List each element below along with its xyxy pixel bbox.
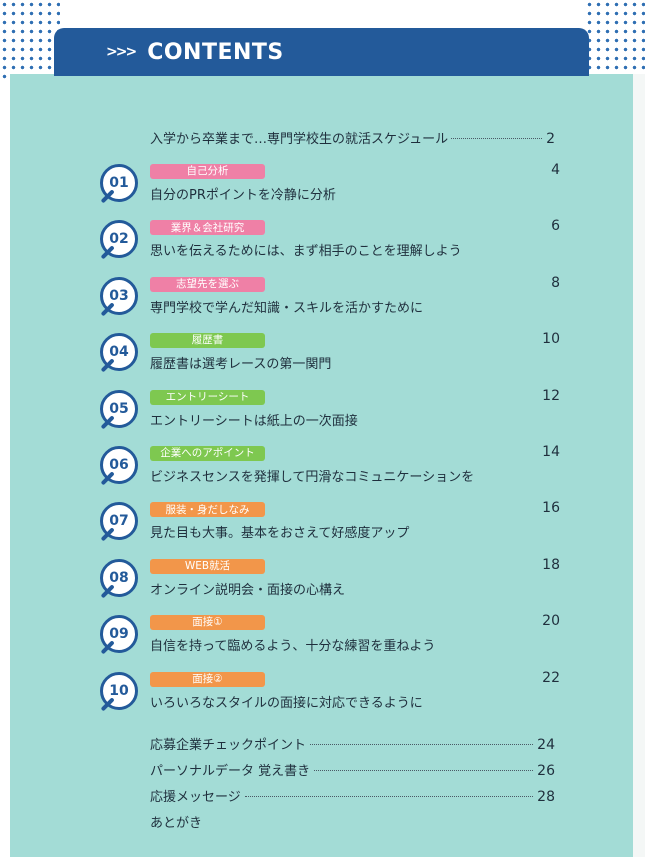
magnifier-icon: 07 <box>100 502 138 541</box>
dot-leader <box>244 796 534 797</box>
chapter-subtitle: 履歴書は選考レースの第一関門 <box>150 357 332 373</box>
chapter-subtitle: 思いを伝えるためには、まず相手のことを理解しよう <box>150 244 462 260</box>
chapter-number: 08 <box>109 569 129 586</box>
chapter-number: 02 <box>109 231 129 248</box>
appendix-entry[interactable]: あとがき <box>150 812 555 831</box>
appendix-label: 応援メッセージ <box>150 790 241 805</box>
arrows-icon: >>> <box>106 44 137 60</box>
magnifier-icon: 04 <box>100 333 138 372</box>
chapter-subtitle: ビジネスセンスを発揮して円滑なコミュニケーションを <box>150 470 475 485</box>
dot-pattern-right <box>585 0 645 80</box>
chapter-subtitle: 見た目も大事。基本をおさえて好感度アップ <box>150 526 410 542</box>
toc-intro-entry[interactable]: 入学から卒業まで…専門学校生の就活スケジュール 2 <box>150 128 555 147</box>
chapter-page: 20 <box>542 613 560 630</box>
chapter-page: 6 <box>551 218 560 235</box>
chapter-tag: 服装・身だしなみ <box>150 502 265 518</box>
chapter-subtitle: エントリーシートは紙上の一次面接 <box>150 413 358 429</box>
appendix-entry[interactable]: パーソナルデータ 覚え書き 26 <box>150 760 555 779</box>
chapter-number: 10 <box>109 682 129 699</box>
appendix-label: パーソナルデータ 覚え書き <box>150 764 311 779</box>
chapter-entry-06[interactable]: 06 企業へのアポイント 14 ビジネスセンスを発揮して円滑なコミュニケーションを <box>100 444 560 502</box>
magnifier-icon: 10 <box>100 671 138 710</box>
chapter-number: 03 <box>109 287 129 304</box>
dot-leader <box>310 744 534 745</box>
chapter-entry-07[interactable]: 07 服装・身だしなみ 16 見た目も大事。基本をおさえて好感度アップ <box>100 500 560 558</box>
chapter-entry-01[interactable]: 01 自己分析 4 自分のPRポイントを冷静に分析 <box>100 162 560 220</box>
chapter-page: 14 <box>542 444 560 460</box>
chapter-number: 04 <box>109 344 129 361</box>
dot-leader <box>451 138 543 139</box>
chapter-number: 05 <box>109 400 129 417</box>
chapter-entry-09[interactable]: 09 面接① 20 自信を持って臨めるよう、十分な練習を重ねよう <box>100 613 560 671</box>
chapter-entry-02[interactable]: 02 業界＆会社研究 6 思いを伝えるためには、まず相手のことを理解しよう <box>100 218 560 276</box>
chapter-page: 4 <box>551 162 560 178</box>
chapter-tag: 志望先を選ぶ <box>150 276 265 292</box>
chapter-number: 01 <box>109 175 129 191</box>
magnifier-icon: 03 <box>100 276 138 315</box>
dot-leader <box>314 770 534 771</box>
chapter-number: 06 <box>109 457 129 473</box>
appendix-page: 28 <box>537 789 555 805</box>
chapter-entry-03[interactable]: 03 志望先を選ぶ 8 専門学校で学んだ知識・スキルを活かすために <box>100 274 560 333</box>
chapter-tag: 面接② <box>150 671 265 687</box>
page-title: CONTENTS <box>147 39 284 65</box>
appendix-entry[interactable]: 応募企業チェックポイント 24 <box>150 734 555 753</box>
chapter-entry-04[interactable]: 04 履歴書 10 履歴書は選考レースの第一関門 <box>100 331 560 389</box>
chapter-tag: 自己分析 <box>150 164 265 179</box>
chapter-entry-10[interactable]: 10 面接② 22 いろいろなスタイルの面接に対応できるように <box>100 669 560 728</box>
chapter-page: 16 <box>542 500 560 517</box>
chapter-entry-05[interactable]: 05 エントリーシート 12 エントリーシートは紙上の一次面接 <box>100 387 560 446</box>
chapter-tag: 履歴書 <box>150 333 265 349</box>
chapter-page: 12 <box>542 387 560 404</box>
chapter-tag: 面接① <box>150 615 265 631</box>
chapter-page: 10 <box>542 331 560 348</box>
contents-banner: >>> CONTENTS <box>54 28 589 76</box>
appendix-label: あとがき <box>150 816 203 831</box>
chapter-page: 18 <box>542 556 560 573</box>
chapter-number: 09 <box>109 626 129 643</box>
toc-intro-page: 2 <box>546 131 555 147</box>
chapter-subtitle: 専門学校で学んだ知識・スキルを活かすために <box>150 300 424 316</box>
chapter-subtitle: いろいろなスタイルの面接に対応できるように <box>150 695 423 711</box>
chapter-page: 8 <box>551 274 560 291</box>
appendix-label: 応募企業チェックポイント <box>150 738 307 753</box>
chapter-subtitle: 自分のPRポイントを冷静に分析 <box>150 188 336 203</box>
chapter-subtitle: オンライン説明会・面接の心構え <box>150 582 346 598</box>
chapter-tag: 業界＆会社研究 <box>150 220 265 236</box>
chapter-tag: WEB就活 <box>150 558 265 574</box>
dot-pattern-left <box>0 0 60 80</box>
chapter-subtitle: 自信を持って臨めるよう、十分な練習を重ねよう <box>150 639 436 655</box>
chapter-tag: 企業へのアポイント <box>150 446 265 461</box>
chapter-page: 22 <box>542 669 560 686</box>
chapter-tag: エントリーシート <box>150 389 265 405</box>
page-edge <box>633 74 645 857</box>
chapter-number: 07 <box>109 513 129 530</box>
chapter-entry-08[interactable]: 08 WEB就活 18 オンライン説明会・面接の心構え <box>100 556 560 615</box>
appendix-page: 26 <box>537 763 555 779</box>
appendix-entry[interactable]: 応援メッセージ 28 <box>150 786 555 805</box>
toc-intro-label: 入学から卒業まで…専門学校生の就活スケジュール <box>150 132 449 147</box>
appendix-page: 24 <box>537 737 555 753</box>
